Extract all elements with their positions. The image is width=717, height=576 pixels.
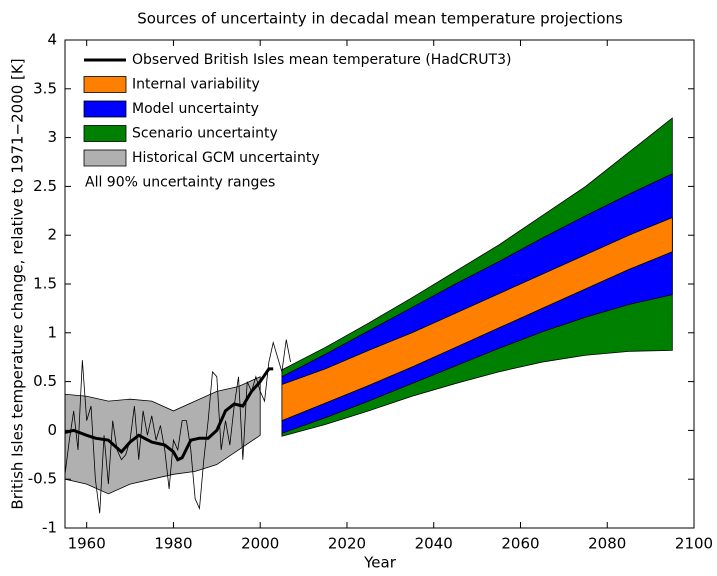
legend-label: Observed British Isles mean temperature … [132,52,511,68]
legend-label: Scenario uncertainty [132,126,278,142]
x-tick-label: 1980 [154,535,192,553]
y-tick-label: 3 [47,128,57,146]
x-tick-label: 2020 [328,535,366,553]
smoothed-line [64,367,274,462]
legend: Observed British Isles mean temperature … [83,52,511,191]
y-tick-label: 4 [47,31,57,49]
legend-swatch [83,100,127,118]
y-tick-label: -0.5 [28,470,57,488]
x-tick-label: 2040 [415,535,453,553]
y-tick-label: 2.5 [33,177,57,195]
x-tick-label: 2000 [241,535,279,553]
legend-label: Historical GCM uncertainty [132,150,320,166]
y-tick-label: 0.5 [33,372,57,390]
annotation: All 90% uncertainty ranges [85,175,275,191]
y-tick-label: 1.5 [33,275,57,293]
legend-swatch [83,76,127,93]
uncertainty-band [64,376,261,495]
legend-swatch [83,125,127,142]
y-axis-label: British Isles temperature change, relati… [9,58,27,509]
legend-label: Model uncertainty [132,101,259,117]
y-tick-label: 0 [47,421,57,439]
x-tick-label: 2060 [501,535,539,553]
x-tick-label: 1960 [68,535,106,553]
plot-area [64,117,673,514]
legend-swatch [83,149,127,167]
y-tick-label: 2 [47,226,57,244]
x-tick-label: 2100 [675,535,713,553]
chart-title: Sources of uncertainty in decadal mean t… [137,10,623,28]
uncertainty-band [281,217,673,422]
y-tick-label: 1 [47,323,57,341]
legend-label: Internal variability [132,77,260,93]
x-tick-label: 2080 [588,535,626,553]
y-tick-label: -1 [42,519,57,537]
y-tick-label: 3.5 [33,79,57,97]
x-axis-label: Year [363,554,397,572]
annual-line [64,339,291,514]
